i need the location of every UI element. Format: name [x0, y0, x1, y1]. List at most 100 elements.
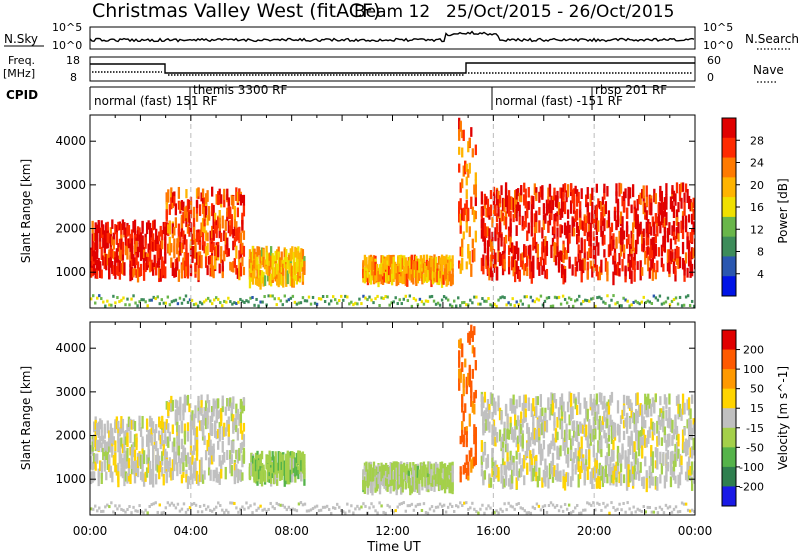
scatter-cell	[474, 360, 477, 371]
ground-scatter-cell	[376, 294, 379, 298]
ground-scatter-cell	[213, 507, 216, 511]
scatter-cell	[280, 274, 283, 286]
scatter-cell	[413, 269, 416, 278]
ground-scatter-cell	[287, 298, 291, 302]
scatter-cell	[183, 234, 187, 245]
scatter-cell	[90, 261, 93, 274]
scatter-cell	[557, 447, 561, 460]
scatter-cell	[182, 462, 185, 472]
scatter-cell	[644, 434, 647, 448]
scatter-cell	[523, 394, 526, 406]
scatter-cell	[535, 210, 538, 224]
scatter-cell	[544, 213, 547, 224]
scatter-cell	[126, 459, 129, 469]
scatter-cell	[635, 416, 638, 430]
scatter-cell	[276, 265, 279, 275]
scatter-cell	[194, 263, 197, 272]
scatter-cell	[492, 397, 496, 407]
ground-scatter-cell	[497, 511, 500, 515]
scatter-cell	[689, 261, 692, 271]
scatter-cell	[192, 226, 196, 241]
scatter-cell	[618, 428, 621, 443]
scatter-cell	[500, 253, 503, 266]
scatter-cell	[675, 182, 679, 194]
ground-scatter-cell	[521, 302, 524, 306]
scatter-cell	[671, 437, 674, 446]
scatter-cell	[96, 248, 99, 260]
ground-scatter-cell	[174, 506, 178, 510]
scatter-cell	[212, 403, 215, 417]
ground-scatter-cell	[555, 504, 559, 508]
ground-scatter-cell	[418, 297, 422, 301]
scatter-cell	[497, 232, 500, 241]
scatter-cell	[400, 272, 403, 284]
colorbar-swatch	[722, 486, 736, 507]
scatter-cell	[111, 446, 114, 458]
scatter-cell	[238, 413, 241, 426]
scatter-cell	[471, 238, 474, 249]
ground-scatter-cell	[509, 303, 512, 307]
scatter-cell	[121, 219, 125, 231]
scatter-cell	[297, 260, 300, 273]
scatter-cell	[526, 230, 529, 242]
scatter-cell	[155, 473, 158, 485]
scatter-cell	[653, 237, 656, 246]
scatter-cell	[491, 468, 494, 478]
scatter-cell	[220, 232, 223, 242]
scatter-cell	[266, 460, 270, 472]
scatter-cell	[597, 468, 600, 482]
scatter-cell	[574, 185, 577, 194]
scatter-cell	[660, 203, 664, 217]
scatter-cell	[286, 452, 289, 463]
scatter-cell	[97, 421, 100, 436]
scatter-cell	[674, 443, 677, 456]
scatter-cell	[560, 204, 564, 218]
ground-scatter-cell	[299, 501, 303, 505]
ground-scatter-cell	[489, 303, 492, 307]
scatter-cell	[619, 227, 623, 238]
scatter-cell	[449, 472, 453, 481]
scatter-cell	[556, 195, 559, 209]
scatter-cell	[164, 251, 167, 264]
scatter-cell	[209, 254, 212, 265]
scatter-cell	[422, 263, 426, 273]
scatter-cell	[585, 449, 588, 460]
scatter-cell	[576, 222, 579, 233]
scatter-cell	[461, 403, 464, 413]
ground-scatter-cell	[132, 505, 135, 509]
ground-scatter-cell	[434, 302, 438, 306]
scatter-cell	[203, 413, 206, 426]
ground-scatter-cell	[208, 508, 212, 512]
scatter-cell	[562, 254, 565, 264]
scatter-cell	[609, 236, 612, 246]
ground-scatter-cell	[678, 509, 682, 513]
scatter-cell	[437, 255, 441, 265]
scatter-cell	[615, 183, 618, 196]
scatter-cell	[579, 447, 582, 459]
scatter-cell	[262, 256, 265, 268]
scatter-cell	[488, 206, 491, 216]
ground-scatter-cell	[424, 299, 428, 303]
scatter-cell	[118, 427, 122, 437]
scatter-cell	[509, 416, 512, 427]
scatter-cell	[413, 470, 416, 480]
scatter-cell	[112, 436, 115, 445]
scatter-cell	[462, 373, 465, 388]
scatter-cell	[102, 237, 105, 248]
scatter-cell	[230, 411, 233, 422]
ground-scatter-cell	[202, 300, 206, 304]
colorbar-tick-label: 24	[750, 157, 764, 170]
scatter-cell	[124, 245, 128, 254]
scatter-cell	[548, 407, 552, 421]
scatter-cell	[625, 456, 629, 468]
scatter-cell	[220, 194, 223, 204]
scatter-cell	[204, 193, 208, 204]
scatter-cell	[458, 356, 461, 368]
colorbar-swatch	[722, 466, 736, 487]
scatter-cell	[129, 474, 132, 485]
scatter-cell	[211, 455, 214, 465]
scatter-cell	[467, 461, 470, 476]
ground-scatter-cell	[208, 299, 212, 303]
scatter-cell	[380, 255, 383, 267]
ground-scatter-cell	[656, 298, 660, 302]
